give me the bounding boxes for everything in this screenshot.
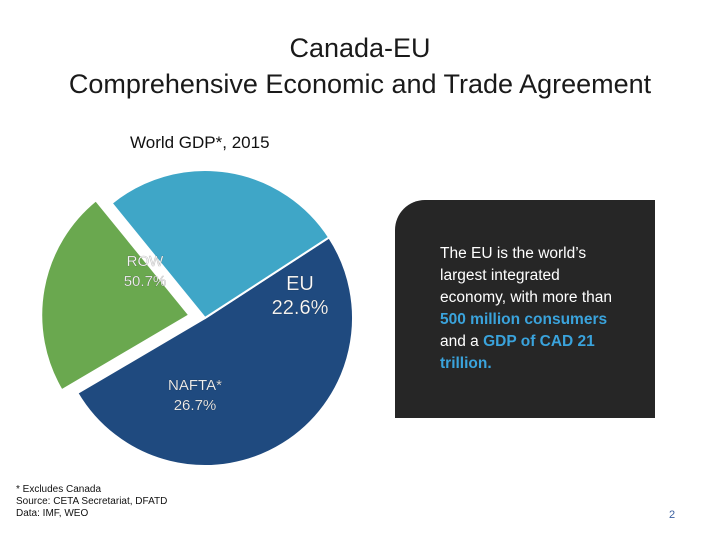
- callout-text: The EU is the world’s largest integrated…: [440, 243, 630, 375]
- title-line-1: Canada-EU: [289, 33, 431, 63]
- callout-box: [395, 200, 655, 418]
- slice-label-eu: EU: [286, 273, 314, 295]
- chart-title: World GDP*, 2015: [130, 133, 270, 152]
- callout-part-2: and a: [440, 333, 484, 350]
- callout-highlight-consumers: 500 million consumers: [440, 311, 608, 328]
- slide-title: Canada-EU Comprehensive Economic and Tra…: [0, 30, 720, 102]
- callout-part-1: The EU is the world’s largest integrated…: [440, 245, 613, 306]
- footnote-source: Source: CETA Secretariat, DFATD: [16, 496, 168, 507]
- slice-label-nafta: NAFTA*: [168, 377, 222, 394]
- pie-slice-eu: [40, 198, 191, 392]
- slice-value-nafta: 26.7%: [174, 397, 217, 414]
- footnote-data: Data: IMF, WEO: [16, 508, 89, 519]
- pie-slice-row: [76, 236, 354, 467]
- page-number: 2: [669, 509, 676, 521]
- footnotes: * Excludes Canada Source: CETA Secretari…: [16, 484, 167, 520]
- footnote-excludes: * Excludes Canada: [16, 484, 102, 495]
- slice-value-eu: 22.6%: [272, 297, 329, 319]
- slice-value-row: 50.7%: [124, 273, 167, 290]
- callout-highlight-gdp: GDP of CAD 21 trillion.: [440, 333, 595, 372]
- slice-label-row: ROW: [127, 253, 165, 270]
- pie-slice-nafta: [110, 169, 331, 320]
- title-line-2: Comprehensive Economic and Trade Agreeme…: [68, 69, 652, 99]
